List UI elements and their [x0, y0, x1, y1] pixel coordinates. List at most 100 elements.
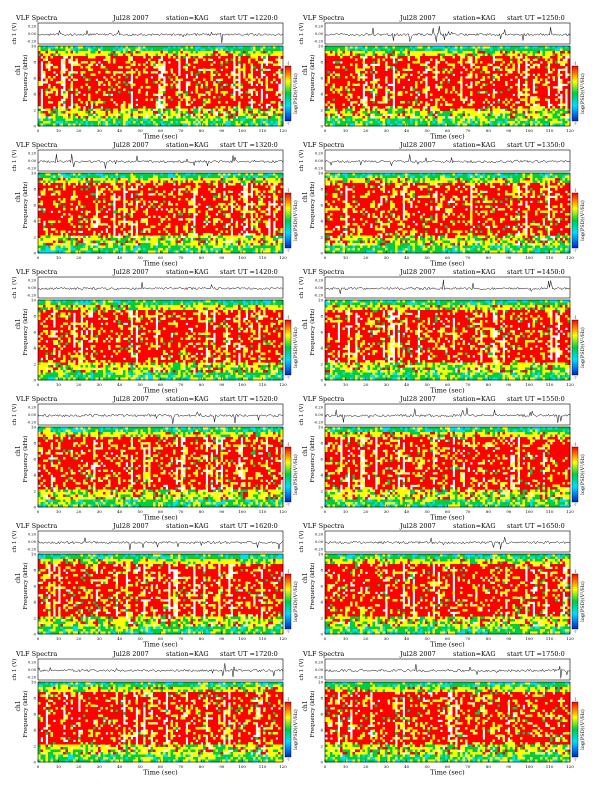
spectrogram-cell — [91, 76, 94, 79]
spectrogram-cell — [86, 76, 89, 79]
spectrogram-cell — [46, 114, 49, 117]
spectrogram-cell — [111, 86, 114, 89]
spectrogram-cell — [91, 49, 94, 52]
spectrogram-cell — [73, 94, 76, 97]
spectrogram-cell — [83, 46, 86, 49]
spectrogram-cell — [111, 66, 114, 69]
spectrogram-cell — [123, 69, 126, 72]
spectrogram-cell — [68, 69, 71, 72]
spectrogram-cell — [46, 56, 49, 59]
spectrogram-cell — [118, 114, 121, 117]
spectrogram-cell — [86, 91, 89, 94]
spectrogram-cell — [108, 86, 111, 89]
spectrogram-cell — [76, 69, 79, 72]
spectrogram-cell — [46, 61, 49, 64]
spectrogram-cell — [113, 59, 116, 62]
spectrogram-cell — [56, 49, 59, 52]
spectrogram-cell — [81, 116, 84, 119]
spectrogram-cell — [56, 94, 59, 97]
spectrogram-cell — [38, 66, 41, 69]
spectrogram-cell — [123, 106, 126, 109]
spectrogram-cell — [116, 106, 119, 109]
spectrogram-cell — [78, 111, 81, 114]
spectrogram-cell — [88, 99, 91, 102]
spectrogram-cell — [58, 114, 61, 117]
spectrogram-cell — [126, 56, 129, 59]
spectrogram-cell — [113, 91, 116, 94]
spectrogram-cell — [118, 51, 121, 54]
spectrogram-cell — [86, 71, 89, 74]
spectrogram-cell — [46, 111, 49, 114]
spectrogram-cell — [43, 114, 46, 117]
spectrogram-cell — [111, 119, 114, 122]
spectrogram-cell — [38, 84, 41, 87]
spectrogram-cell — [108, 54, 111, 57]
spectrogram-cell — [81, 79, 84, 82]
spectrogram-cell — [93, 81, 96, 84]
spectrogram-cell — [46, 49, 49, 52]
spectrogram-cell — [43, 51, 46, 54]
spectrogram-cell — [61, 109, 64, 112]
spectrogram-cell — [53, 74, 56, 77]
spectrogram-cell — [78, 74, 81, 77]
spectrogram-cell — [66, 101, 69, 104]
spectrogram-cell — [93, 71, 96, 74]
spectrogram-cell — [93, 119, 96, 122]
spectrogram-cell — [81, 49, 84, 52]
spectrogram-cell — [68, 114, 71, 117]
spectrogram-cell — [121, 69, 124, 72]
spectrogram-cell — [56, 71, 59, 74]
spectrogram-cell — [113, 89, 116, 92]
spectrogram-cell — [123, 86, 126, 89]
spectrogram-cell — [121, 54, 124, 57]
spectrogram-cell — [103, 54, 106, 57]
spectrogram-cell — [96, 51, 99, 54]
spectrogram-heatmap — [38, 46, 283, 126]
spectrogram-cell — [108, 61, 111, 64]
spectrogram-cell — [76, 66, 79, 69]
spectrogram-cell — [51, 86, 54, 89]
spectrogram-cell — [78, 69, 81, 72]
spectrogram-cell — [123, 81, 126, 84]
spectrogram-cell — [73, 86, 76, 89]
spectrogram-cell — [73, 121, 76, 124]
spectrogram-cell — [76, 99, 79, 102]
spectrogram-cell — [58, 59, 61, 62]
spectrogram-cell — [76, 84, 79, 87]
spectrogram-cell — [116, 79, 119, 82]
spectrogram-cell — [73, 76, 76, 79]
spectrogram-cell — [73, 89, 76, 92]
spectrogram-cell — [68, 111, 71, 114]
spectrogram-cell — [58, 61, 61, 64]
spectrogram-cell — [88, 96, 91, 99]
spectrogram-cell — [56, 116, 59, 119]
spectrogram-cell — [48, 109, 51, 112]
spectrogram-cell — [108, 94, 111, 97]
spectrogram-cell — [101, 99, 104, 102]
spectrogram-cell — [48, 54, 51, 57]
spectrogram-cell — [43, 71, 46, 74]
spectrogram-cell — [103, 111, 106, 114]
spectrogram-cell — [53, 104, 56, 107]
spectrogram-cell — [41, 121, 44, 124]
spectrogram-cell — [91, 96, 94, 99]
spectrogram-cell — [88, 86, 91, 89]
spectrogram-cell — [123, 111, 126, 114]
spectrogram-cell — [51, 56, 54, 59]
spectrogram-cell — [46, 116, 49, 119]
spectrogram-cell — [88, 121, 91, 124]
spectrogram-cell — [73, 51, 76, 54]
spectrogram-cell — [76, 101, 79, 104]
spectrogram-cell — [53, 66, 56, 69]
spectrogram-cell — [83, 96, 86, 99]
spectrogram-cell — [78, 51, 81, 54]
spectrogram-cell — [73, 49, 76, 52]
spectrogram-cell — [96, 49, 99, 52]
spectrogram-cell — [126, 104, 129, 107]
spectrogram-cell — [86, 111, 89, 114]
spectrogram-cell — [98, 86, 101, 89]
spectrogram-cell — [81, 99, 84, 102]
spectrogram-cell — [43, 104, 46, 107]
spectrogram-cell — [41, 59, 44, 62]
spectrogram-cell — [123, 116, 126, 119]
